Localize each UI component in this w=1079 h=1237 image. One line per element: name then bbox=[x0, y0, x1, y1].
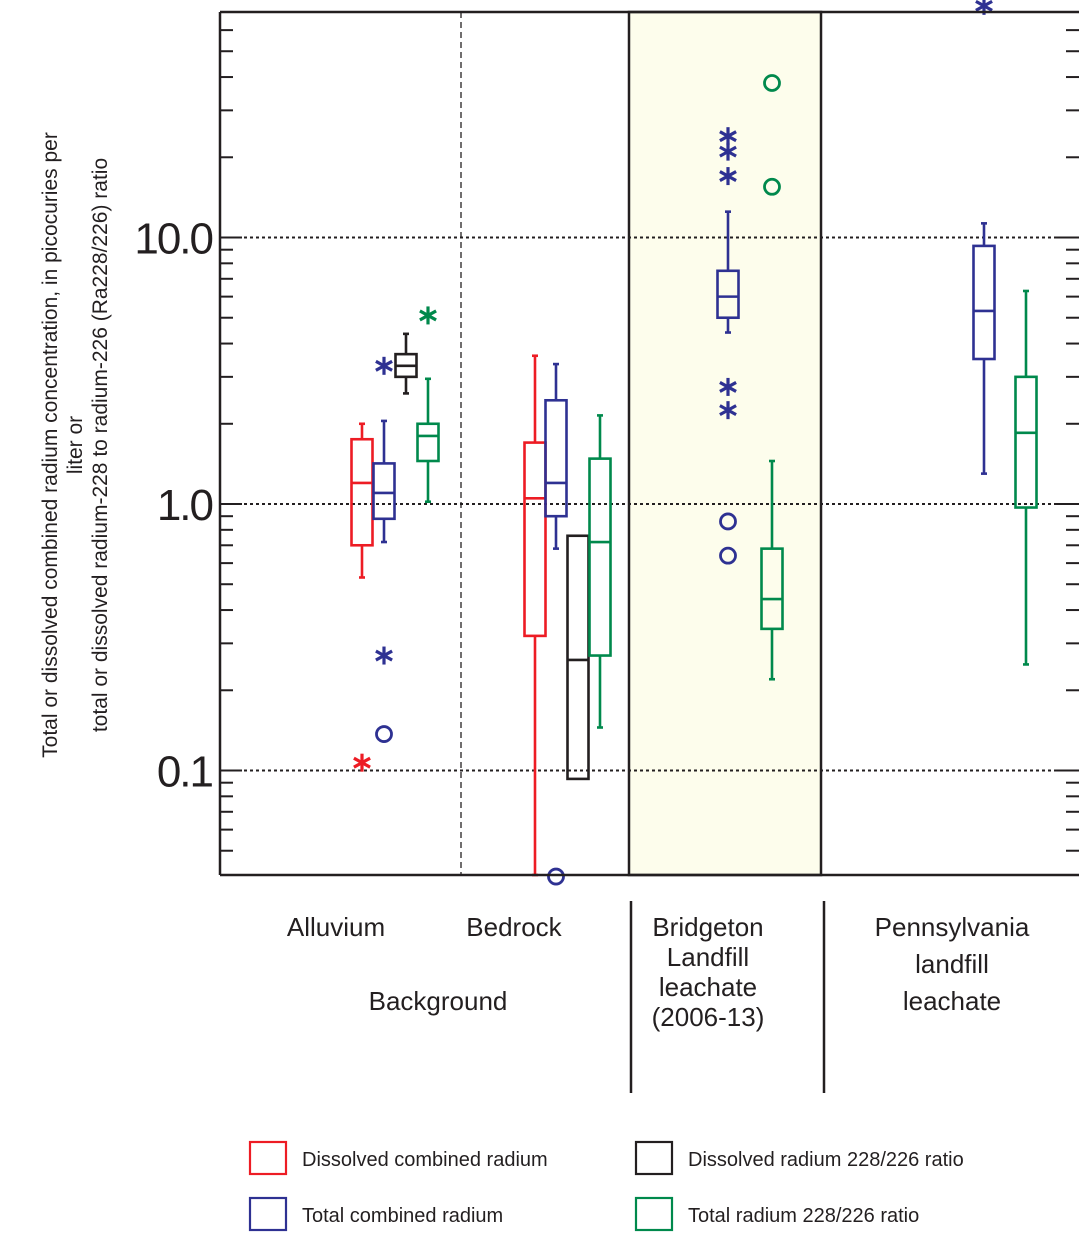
box-0-3 bbox=[416, 306, 440, 504]
outlier-circle bbox=[547, 867, 565, 886]
star-stroke bbox=[419, 309, 437, 322]
outlier-star bbox=[353, 753, 371, 772]
outlier-star bbox=[375, 356, 393, 375]
y-axis-label-line-2: total or dissolved radium-228 to radium-… bbox=[89, 158, 112, 732]
bridgeton-highlight-band bbox=[629, 12, 821, 874]
group-label-line: leachate bbox=[903, 986, 1001, 1016]
outlier-star bbox=[719, 142, 737, 161]
box-iqr bbox=[566, 534, 590, 781]
y-axis-label-line-0: Total or dissolved combined radium conce… bbox=[39, 132, 62, 758]
box-0-1 bbox=[372, 356, 396, 743]
star-stroke bbox=[353, 756, 371, 769]
box-iqr bbox=[416, 422, 440, 463]
box-iqr bbox=[350, 437, 374, 547]
box-iqr bbox=[372, 462, 396, 521]
outlier-circle bbox=[375, 725, 393, 743]
star-stroke bbox=[719, 130, 737, 143]
legend-swatch-2 bbox=[634, 1140, 674, 1176]
box-1-2 bbox=[566, 534, 590, 781]
group-label-line: landfill bbox=[915, 949, 989, 979]
box-iqr bbox=[1014, 375, 1038, 509]
star-stroke bbox=[719, 381, 737, 393]
box-0-2 bbox=[394, 332, 418, 395]
legend-swatch-0 bbox=[248, 1140, 288, 1176]
axis-labels: 0.1 1.0 10.0 Total or dissolved combined ra… bbox=[39, 132, 1030, 1093]
group-label-1: Bedrock bbox=[466, 912, 562, 942]
y-axis-label: Total or dissolved combined radium conce… bbox=[39, 132, 112, 758]
outlier-star bbox=[719, 377, 737, 396]
outlier-circle bbox=[719, 512, 737, 531]
box-2-3 bbox=[760, 74, 784, 681]
y-axis-label-line-1: liter or bbox=[64, 416, 87, 474]
box-iqr bbox=[544, 398, 568, 518]
box-1-0 bbox=[523, 354, 547, 877]
outlier-circle bbox=[763, 177, 781, 196]
star-stroke bbox=[719, 170, 737, 182]
group-label-line: Alluvium bbox=[287, 912, 385, 942]
y-tick-label-1: 1.0 bbox=[157, 481, 213, 530]
group-label-3: Pennsylvania landfill leachate bbox=[875, 912, 1030, 1016]
box-1-3 bbox=[588, 414, 612, 729]
outlier-circle bbox=[763, 74, 781, 92]
group-label-2: Bridgeton Landfill leachate (2006-13) bbox=[652, 912, 765, 1032]
box-iqr bbox=[972, 244, 996, 361]
group-label-line: leachate bbox=[659, 972, 757, 1002]
super-group-label: Background bbox=[369, 986, 508, 1016]
group-label-line: Bridgeton bbox=[652, 912, 763, 942]
boxplot-boxes bbox=[350, 0, 1038, 886]
legend: Dissolved combined radium Total combined … bbox=[248, 1140, 964, 1232]
box-3-3 bbox=[1014, 289, 1038, 666]
star-stroke bbox=[719, 145, 737, 158]
bridgeton-highlight-border bbox=[627, 10, 823, 877]
gridlines bbox=[220, 236, 1079, 772]
box-iqr bbox=[523, 441, 547, 638]
box-1-1 bbox=[544, 362, 568, 886]
box-iqr bbox=[588, 457, 612, 657]
legend-label-2: Dissolved radium 228/226 ratio bbox=[688, 1149, 964, 1171]
box-2-1 bbox=[716, 127, 740, 565]
legend-swatch-3 bbox=[634, 1196, 674, 1232]
y-axis-ticks bbox=[220, 29, 1079, 852]
y-tick-label-0: 0.1 bbox=[157, 748, 213, 797]
legend-label-3: Total radium 228/226 ratio bbox=[688, 1205, 919, 1227]
outlier-star bbox=[719, 401, 737, 420]
outlier-star bbox=[719, 127, 737, 146]
outlier-star bbox=[719, 167, 737, 186]
box-iqr bbox=[760, 547, 784, 631]
box-iqr bbox=[716, 269, 740, 320]
box-0-0 bbox=[350, 422, 374, 772]
outlier-circle bbox=[719, 546, 737, 565]
star-stroke bbox=[375, 649, 393, 662]
box-3-1 bbox=[972, 0, 996, 475]
legend-label-1: Total combined radium bbox=[302, 1205, 503, 1227]
group-label-line: (2006-13) bbox=[652, 1002, 765, 1032]
outlier-star bbox=[375, 646, 393, 665]
star-stroke bbox=[375, 359, 393, 372]
legend-label-0: Dissolved combined radium bbox=[302, 1149, 548, 1171]
group-label-line: Landfill bbox=[667, 942, 749, 972]
y-tick-label-2: 10.0 bbox=[134, 215, 212, 264]
group-label-line: Bedrock bbox=[466, 912, 562, 942]
group-label-line: Pennsylvania bbox=[875, 912, 1030, 942]
star-stroke bbox=[975, 0, 993, 12]
outlier-star bbox=[419, 306, 437, 325]
plot-frame bbox=[218, 10, 1079, 877]
group-label-0: Alluvium bbox=[287, 912, 385, 942]
legend-swatch-1 bbox=[248, 1196, 288, 1232]
star-stroke bbox=[719, 404, 737, 417]
